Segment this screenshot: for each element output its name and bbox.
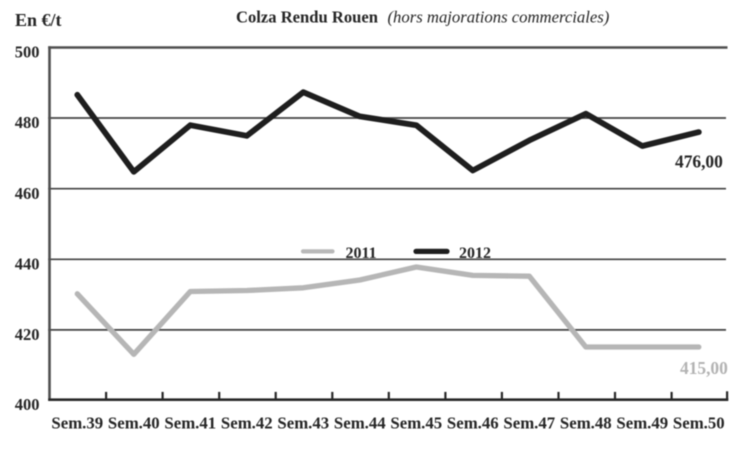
svg-text:2011: 2011: [346, 245, 377, 262]
svg-text:Sem.46: Sem.46: [447, 414, 499, 433]
svg-text:Sem.42: Sem.42: [221, 414, 273, 433]
svg-text:Sem.47: Sem.47: [503, 414, 555, 433]
svg-text:476,00: 476,00: [675, 151, 723, 171]
svg-text:Sem.50: Sem.50: [673, 414, 725, 433]
svg-text:415,00: 415,00: [680, 358, 728, 378]
svg-text:Sem.48: Sem.48: [560, 414, 612, 433]
svg-text:Sem.43: Sem.43: [277, 414, 329, 433]
svg-text:Sem.49: Sem.49: [616, 414, 668, 433]
svg-text:440: 440: [15, 254, 40, 273]
svg-text:(hors majorations commerciales: (hors majorations commerciales): [388, 7, 610, 26]
svg-text:460: 460: [15, 184, 40, 203]
svg-text:480: 480: [15, 113, 40, 132]
svg-text:2012: 2012: [459, 245, 491, 262]
svg-text:500: 500: [15, 43, 40, 62]
svg-text:En €/t: En €/t: [15, 10, 62, 30]
svg-text:Sem.40: Sem.40: [108, 414, 160, 433]
svg-text:Sem.45: Sem.45: [390, 414, 442, 433]
svg-text:400: 400: [15, 395, 40, 414]
svg-text:Sem.44: Sem.44: [334, 414, 386, 433]
svg-text:Sem.39: Sem.39: [51, 414, 103, 433]
svg-text:Colza Rendu Rouen: Colza Rendu Rouen: [236, 7, 378, 26]
svg-text:420: 420: [15, 325, 40, 344]
svg-text:Sem.41: Sem.41: [164, 414, 216, 433]
